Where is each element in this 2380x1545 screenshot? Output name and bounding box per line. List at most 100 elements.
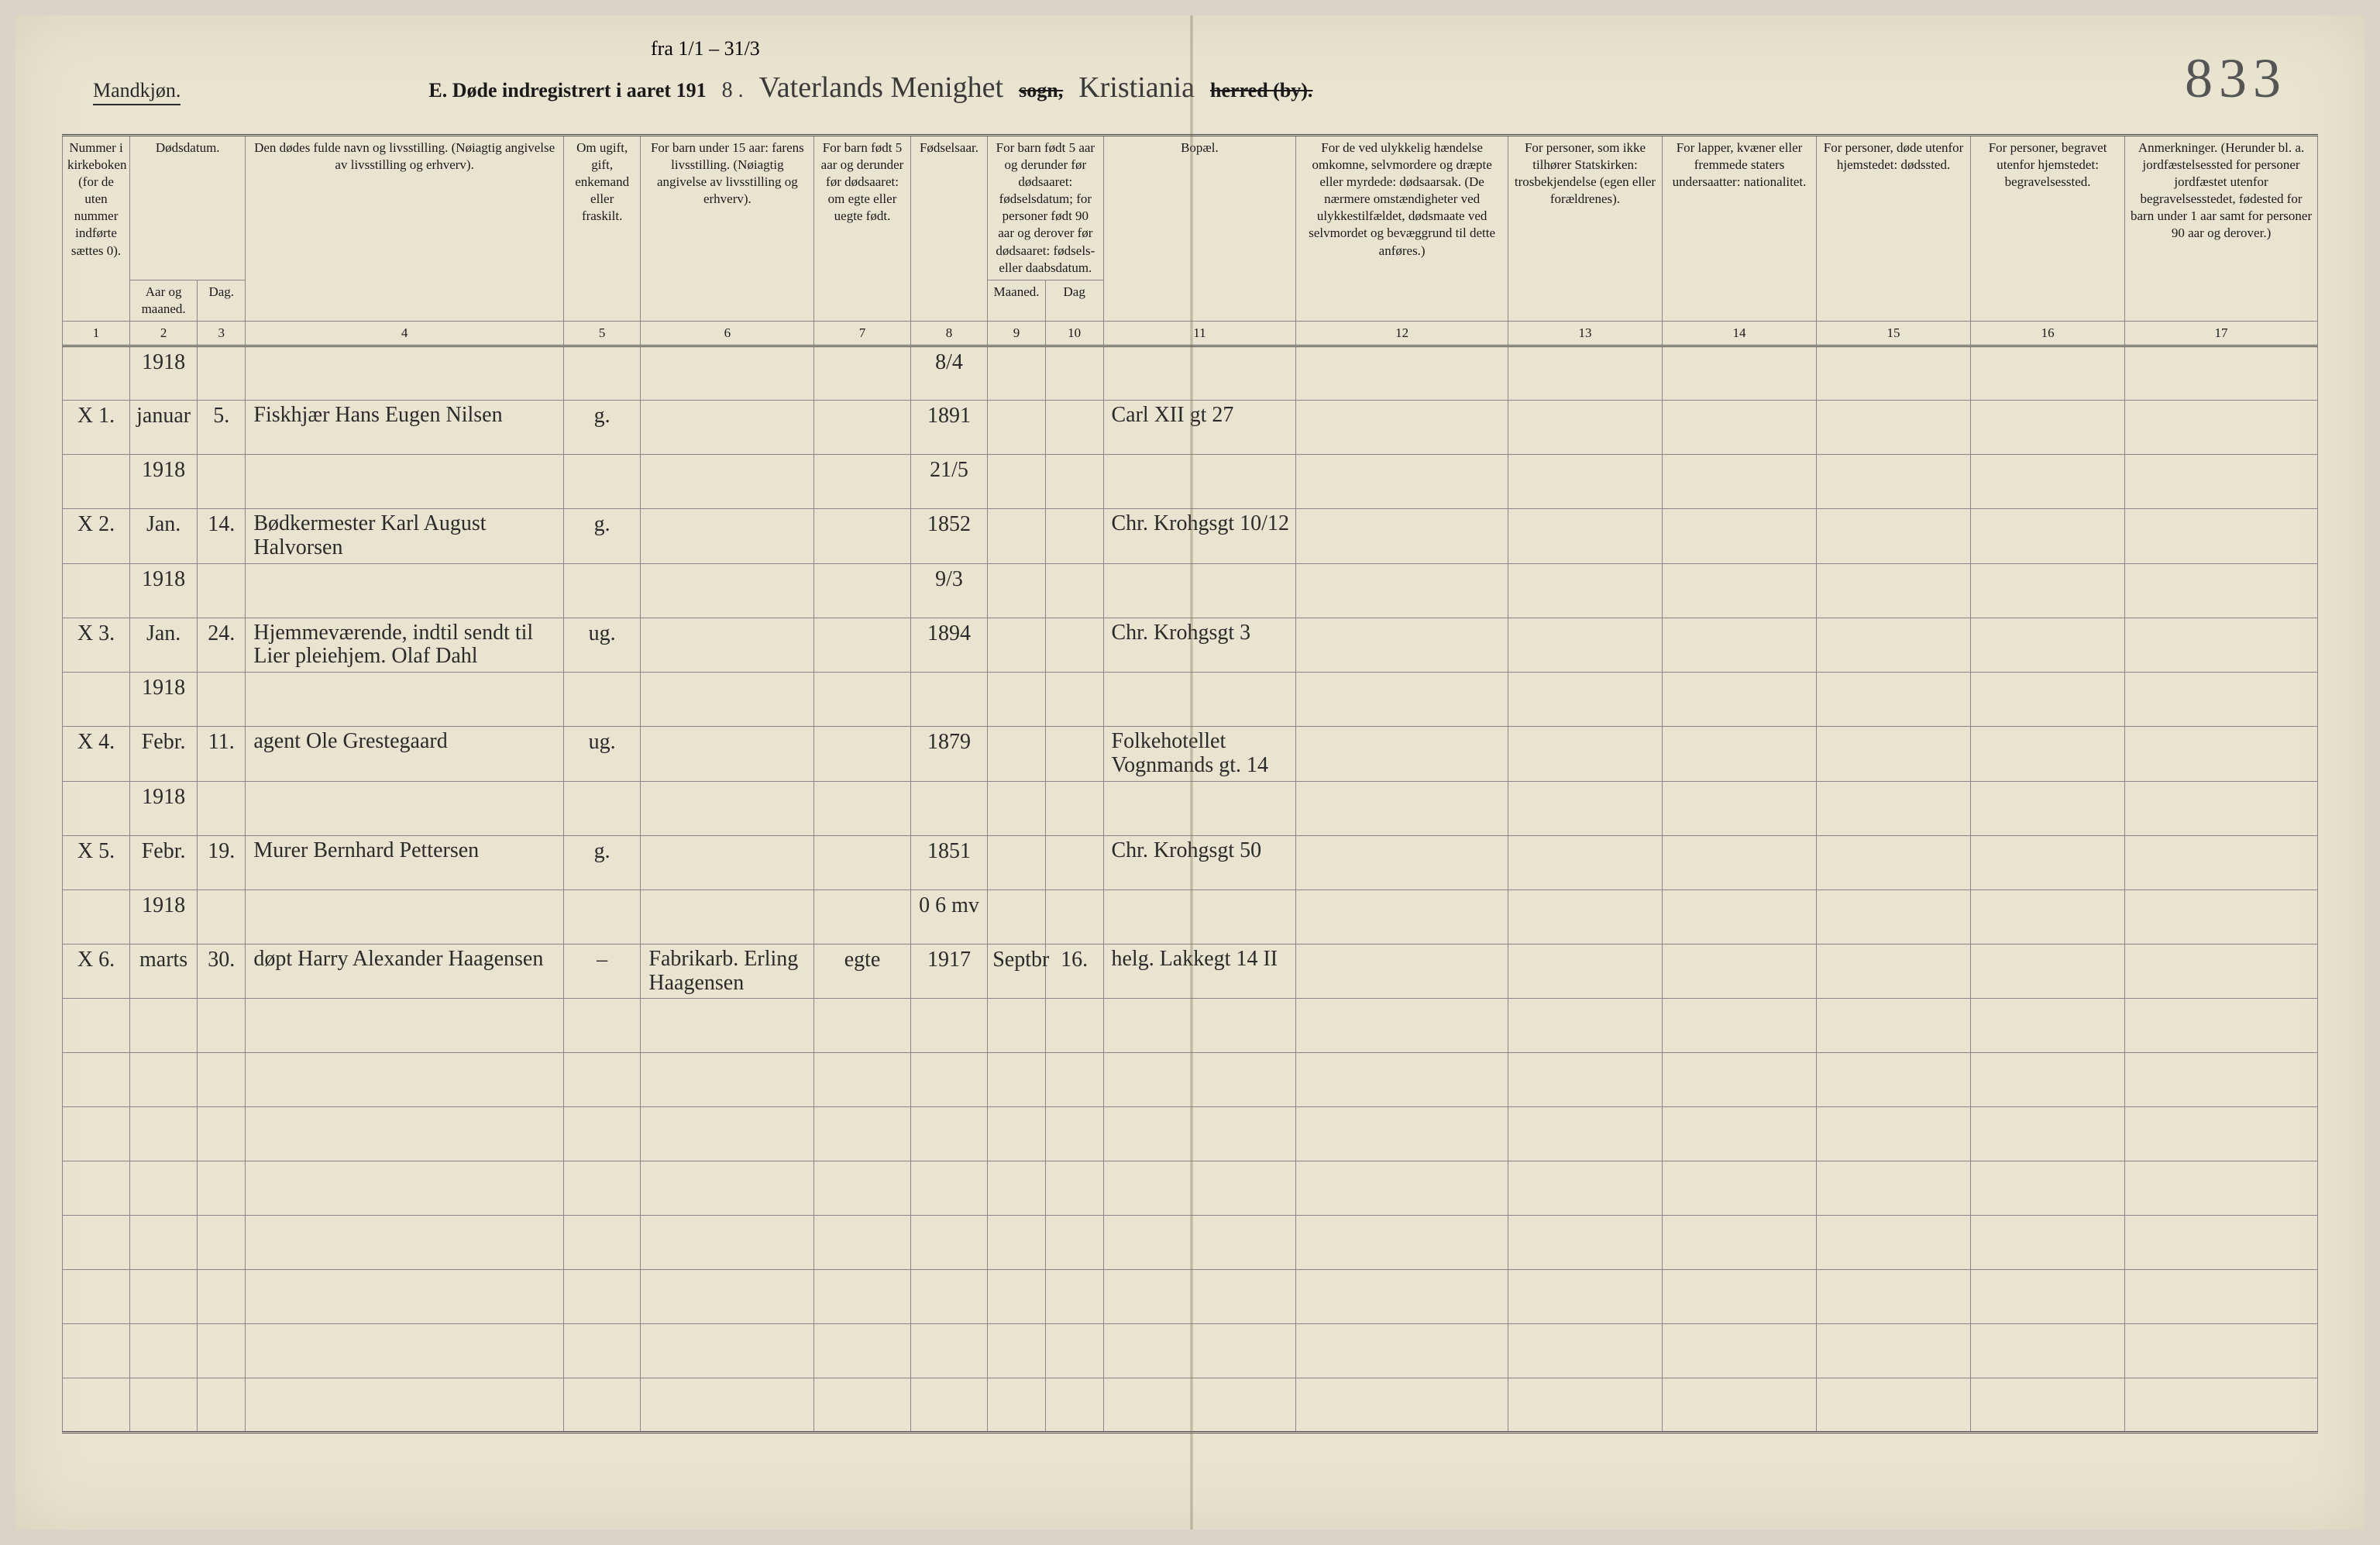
empty-cell xyxy=(814,1378,910,1433)
empty-cell xyxy=(246,889,564,944)
empty-cell xyxy=(63,1161,130,1216)
empty-cell xyxy=(1817,1378,1971,1433)
empty-cell xyxy=(2125,1161,2318,1216)
legit-cell xyxy=(814,618,910,673)
birth-frac: 21/5 xyxy=(910,455,988,509)
c15-cell xyxy=(1817,944,1971,999)
empty-cell xyxy=(1296,455,1508,509)
cause-cell xyxy=(1296,835,1508,889)
empty-cell xyxy=(130,1053,198,1107)
col-header: Den dødes fulde navn og livsstilling. (N… xyxy=(246,136,564,322)
empty-cell xyxy=(1508,1378,1662,1433)
empty-cell xyxy=(198,889,246,944)
birthmonth-cell xyxy=(988,401,1046,455)
birthmonth-cell xyxy=(988,727,1046,782)
empty-cell xyxy=(1296,1270,1508,1324)
empty-cell xyxy=(563,781,641,835)
father-cell xyxy=(641,401,814,455)
empty-cell xyxy=(1508,346,1662,401)
legit-cell xyxy=(814,509,910,564)
empty-cell xyxy=(910,1107,988,1161)
empty-cell xyxy=(1663,889,1817,944)
c17-cell xyxy=(2125,944,2318,999)
empty-cell xyxy=(246,1270,564,1324)
year-cell: 1918 xyxy=(130,673,198,727)
empty-cell xyxy=(563,673,641,727)
empty-cell xyxy=(988,455,1046,509)
empty-cell xyxy=(1296,1216,1508,1270)
birth-frac: 8/4 xyxy=(910,346,988,401)
c16-cell xyxy=(1971,727,2125,782)
empty-cell xyxy=(1971,1378,2125,1433)
empty-cell xyxy=(988,1053,1046,1107)
empty-cell xyxy=(246,346,564,401)
name-cell: Fiskhjær Hans Eugen Nilsen xyxy=(246,401,564,455)
empty-cell xyxy=(1508,563,1662,618)
birthday-cell xyxy=(1045,401,1103,455)
birthday-cell xyxy=(1045,727,1103,782)
empty-cell xyxy=(1045,1378,1103,1433)
empty-cell xyxy=(641,563,814,618)
birth-frac: 9/3 xyxy=(910,563,988,618)
empty-cell xyxy=(2125,1270,2318,1324)
c15-cell xyxy=(1817,509,1971,564)
empty-cell xyxy=(563,346,641,401)
status-cell: ug. xyxy=(563,618,641,673)
empty-cell xyxy=(641,1216,814,1270)
empty-cell xyxy=(246,1053,564,1107)
status-cell: g. xyxy=(563,401,641,455)
empty-cell xyxy=(63,1107,130,1161)
form-title-prefix: E. Døde indregistrert i aaret 191 xyxy=(428,79,706,102)
residence-cell: helg. Lakkegt 14 II xyxy=(1103,944,1296,999)
colnum: 10 xyxy=(1045,321,1103,346)
empty-cell xyxy=(1296,1107,1508,1161)
empty-cell xyxy=(1663,1270,1817,1324)
gender-label: Mandkjøn. xyxy=(93,79,181,105)
colnum: 11 xyxy=(1103,321,1296,346)
birthyear-cell: 1891 xyxy=(910,401,988,455)
c14-cell xyxy=(1663,727,1817,782)
month-cell: Febr. xyxy=(130,835,198,889)
row-marker xyxy=(63,889,130,944)
c17-cell xyxy=(2125,401,2318,455)
empty-cell xyxy=(198,455,246,509)
empty-cell xyxy=(563,563,641,618)
month-cell: marts xyxy=(130,944,198,999)
colnum: 12 xyxy=(1296,321,1508,346)
empty-cell xyxy=(910,1216,988,1270)
c14-cell xyxy=(1663,835,1817,889)
year-digit: 8 . xyxy=(722,78,744,103)
ledger-page: fra 1/1 – 31/3 Mandkjøn. E. Døde indregi… xyxy=(15,15,2365,1530)
cause-cell xyxy=(1296,618,1508,673)
empty-cell xyxy=(988,999,1046,1053)
c17-cell xyxy=(2125,835,2318,889)
empty-cell xyxy=(1508,999,1662,1053)
colnum: 7 xyxy=(814,321,910,346)
col-header: For barn født 5 aar og derunder før døds… xyxy=(988,136,1103,280)
empty-cell xyxy=(1103,1053,1296,1107)
legit-cell xyxy=(814,835,910,889)
empty-cell xyxy=(1817,673,1971,727)
empty-cell xyxy=(246,1378,564,1433)
birthmonth-cell xyxy=(988,835,1046,889)
empty-cell xyxy=(1971,455,2125,509)
residence-cell: Chr. Krohgsgt 50 xyxy=(1103,835,1296,889)
empty-cell xyxy=(246,1107,564,1161)
legit-cell: egte xyxy=(814,944,910,999)
empty-cell xyxy=(1045,1161,1103,1216)
residence-cell: Folkehotellet Vognmands gt. 14 xyxy=(1103,727,1296,782)
empty-cell xyxy=(246,455,564,509)
birthyear-cell: 1879 xyxy=(910,727,988,782)
empty-cell xyxy=(1971,1053,2125,1107)
empty-cell xyxy=(1971,889,2125,944)
empty-cell xyxy=(1045,1107,1103,1161)
empty-cell xyxy=(1508,1270,1662,1324)
cause-cell xyxy=(1296,944,1508,999)
c16-cell xyxy=(1971,944,2125,999)
empty-cell xyxy=(1045,346,1103,401)
empty-cell xyxy=(246,1324,564,1378)
col-header: Bopæl. xyxy=(1103,136,1296,322)
colnum: 6 xyxy=(641,321,814,346)
empty-cell xyxy=(1663,1107,1817,1161)
day-cell: 5. xyxy=(198,401,246,455)
